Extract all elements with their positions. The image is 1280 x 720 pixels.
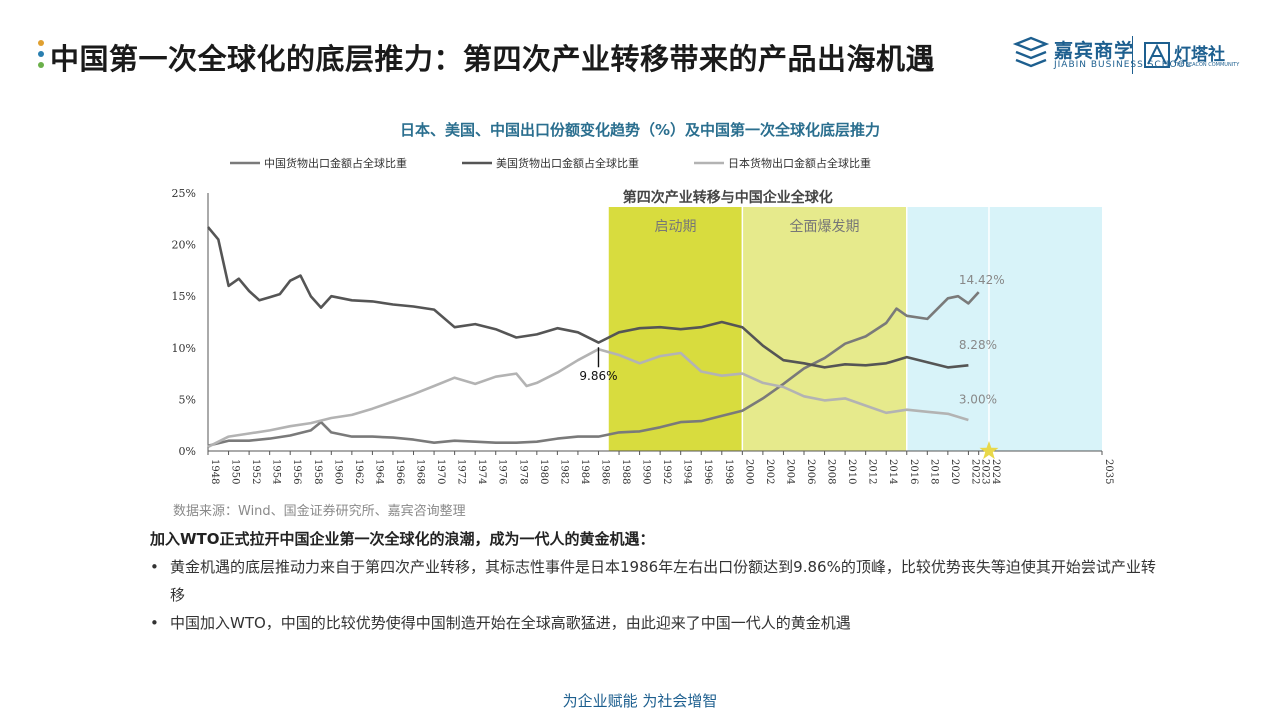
title-dot — [38, 40, 44, 46]
x-tick-label: 1968 — [415, 459, 426, 484]
x-tick-label: 1976 — [497, 459, 508, 484]
title-dots — [38, 40, 46, 73]
annotation-label: 14.42% — [959, 273, 1005, 287]
jiabin-logo-text: 嘉宾商学 — [1054, 40, 1135, 62]
x-tick-label: 1992 — [661, 459, 672, 484]
period-group-label: 第四次产业转移与中国企业全球化 — [623, 189, 833, 206]
x-tick-label: 1964 — [373, 459, 384, 484]
x-tick-label: 2035 — [1103, 459, 1114, 484]
x-tick-label: 1950 — [230, 459, 241, 484]
logo-area: 嘉宾商学 JIABIN BUSINESS SCHOOL 灯塔社 THE BEAC… — [1012, 34, 1252, 76]
title-dot — [38, 62, 44, 68]
x-tick-label: 2022 — [969, 459, 980, 484]
star-marker-icon — [979, 441, 999, 460]
x-tick-label: 1948 — [209, 459, 220, 484]
x-tick-label: 2010 — [846, 459, 857, 484]
x-tick-label: 1988 — [620, 459, 631, 484]
x-tick-label: 2004 — [784, 459, 795, 484]
x-tick-label: 1990 — [641, 459, 652, 484]
x-tick-label: 1970 — [435, 459, 446, 484]
period-label: 启动期 — [655, 219, 697, 235]
x-tick-label: 1962 — [353, 459, 364, 484]
page-title: 中国第一次全球化的底层推力：第四次产业转移带来的产品出海机遇 — [50, 42, 936, 76]
legend-label: 中国货物出口金额占全球比重 — [264, 156, 407, 170]
beacon-logo-text: 灯塔社 — [1174, 45, 1225, 65]
series-lines — [207, 226, 980, 449]
x-tick-label: 2002 — [764, 459, 775, 484]
title-dot — [38, 51, 44, 57]
shaded-period — [742, 207, 907, 451]
jiabin-logo-icon — [1012, 36, 1050, 68]
x-tick-label: 2006 — [805, 459, 816, 484]
x-tick-label: 1972 — [456, 459, 467, 484]
bullet-item: • 黄金机遇的底层推动力来自于第四次产业转移，其标志性事件是日本1986年左右出… — [150, 553, 1170, 609]
annotation-label: 8.28% — [959, 338, 997, 352]
y-tick-label: 10% — [172, 342, 196, 355]
x-tick-label: 1994 — [682, 459, 693, 484]
x-tick-label: 1980 — [538, 459, 549, 484]
chart-legend: 中国货物出口金额占全球比重 美国货物出口金额占全球比重 日本货物出口金额占全球比重 — [230, 156, 871, 170]
annotation-label: 9.86% — [579, 369, 617, 383]
y-tick-label: 0% — [179, 445, 196, 458]
shaded-periods: 启动期 全面爆发期 第四次产业转移与中国企业全球化 — [608, 189, 1102, 451]
x-tick-label: 1952 — [250, 459, 261, 484]
summary-heading: 加入WTO正式拉开中国企业第一次全球化的浪潮，成为一代人的黄金机遇： — [150, 530, 655, 548]
series-line — [207, 347, 969, 449]
period-label: 全面爆发期 — [790, 218, 860, 235]
annotation-label: 3.00% — [959, 393, 997, 407]
logo-divider — [1132, 36, 1133, 74]
legend-label: 日本货物出口金额占全球比重 — [728, 156, 871, 170]
jiabin-logo-subtext: JIABIN BUSINESS SCHOOL — [1054, 60, 1192, 70]
x-tick-label: 1974 — [476, 459, 487, 484]
data-source: 数据来源：Wind、国金证券研究所、嘉宾咨询整理 — [173, 504, 466, 519]
bullet-mark: • — [150, 558, 159, 576]
x-tick-label: 1960 — [332, 459, 343, 484]
bullet-text: 黄金机遇的底层推动力来自于第四次产业转移，其标志性事件是日本1986年左右出口份… — [170, 558, 1156, 604]
x-tick-label: 1998 — [723, 459, 734, 484]
beacon-logo-subtext: THE BEACON COMMUNITY — [1174, 62, 1240, 68]
y-tick-label: 5% — [179, 393, 196, 406]
legend-label: 美国货物出口金额占全球比重 — [496, 156, 639, 170]
export-share-chart: 启动期 全面爆发期 第四次产业转移与中国企业全球化 0% 5% 10% 15% 20% 25%… — [172, 156, 1114, 484]
y-tick-label: 20% — [172, 239, 196, 252]
x-tick-label: 1958 — [312, 459, 323, 484]
x-tick-label: 2023 — [980, 459, 991, 484]
x-tick-label: 2012 — [867, 459, 878, 484]
chart-axes: 0% 5% 10% 15% 20% 25% 1948 1950 1952 1954 1956 1958… — [172, 187, 1114, 484]
x-tick-label: 1966 — [394, 459, 405, 484]
x-tick-label: 2000 — [743, 459, 754, 484]
x-tick-label: 2020 — [949, 459, 960, 484]
x-tick-label: 2018 — [928, 459, 939, 484]
chart-annotations: 9.86% 14.42% 8.28% 3.00% — [579, 273, 1005, 460]
summary-bullets: • 黄金机遇的底层推动力来自于第四次产业转移，其标志性事件是日本1986年左右出… — [150, 553, 1170, 637]
x-tick-label: 1956 — [291, 459, 302, 484]
bullet-item: • 中国加入WTO，中国的比较优势使得中国制造开始在全球高歌猛进，由此迎来了中国… — [150, 609, 1170, 637]
y-tick-label: 15% — [172, 290, 196, 303]
beacon-logo-icon — [1144, 42, 1170, 68]
y-tick-label: 25% — [172, 187, 196, 200]
x-tick-label: 1986 — [599, 459, 610, 484]
x-tick-label: 1984 — [579, 459, 590, 484]
footer-slogan: 为企业赋能 为社会增智 — [562, 692, 718, 710]
x-tick-label: 2024 — [990, 459, 1001, 484]
x-tick-label: 2016 — [908, 459, 919, 484]
bullet-mark: • — [150, 614, 159, 632]
x-tick-label: 2014 — [887, 459, 898, 484]
chart-title: 日本、美国、中国出口份额变化趋势（%）及中国第一次全球化底层推力 — [399, 121, 881, 139]
x-tick-label: 1978 — [517, 459, 528, 484]
x-tick-label: 1996 — [702, 459, 713, 484]
bullet-text: 中国加入WTO，中国的比较优势使得中国制造开始在全球高歌猛进，由此迎来了中国一代… — [170, 614, 851, 632]
x-tick-label: 2008 — [826, 459, 837, 484]
x-tick-label: 1954 — [271, 459, 282, 484]
x-tick-label: 1982 — [558, 459, 569, 484]
series-line — [207, 291, 980, 448]
series-line — [207, 226, 969, 369]
shaded-period — [988, 207, 1102, 451]
